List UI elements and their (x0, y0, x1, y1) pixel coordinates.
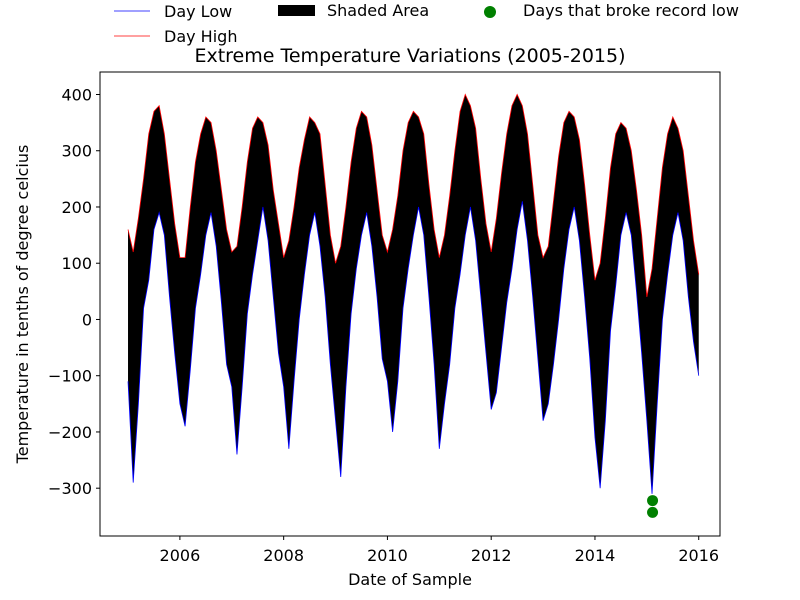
x-tick-label: 2016 (678, 546, 719, 565)
legend-swatch-shaded-area (278, 5, 315, 16)
legend-label-day-high: Day High (164, 27, 237, 46)
day-high-line (127, 93, 700, 298)
y-tick-label: −300 (48, 479, 92, 498)
y-tick-label: −200 (48, 423, 92, 442)
y-tick-label: 200 (61, 198, 92, 217)
y-tick-label: 400 (61, 85, 92, 104)
record-low-point (647, 506, 659, 518)
y-axis: −300 −200 −100 0 100 200 300 400 (48, 85, 100, 498)
plot-area (127, 93, 700, 518)
x-tick-label: 2014 (575, 546, 616, 565)
legend-label-shaded-area: Shaded Area (327, 1, 429, 20)
y-tick-label: 300 (61, 142, 92, 161)
legend-label-day-low: Day Low (164, 2, 232, 21)
x-tick-label: 2008 (263, 546, 304, 565)
y-tick-label: 0 (82, 310, 92, 329)
y-tick-label: 100 (61, 254, 92, 273)
y-tick-label: −100 (48, 367, 92, 386)
axes-frame (99, 71, 721, 537)
chart-title: Extreme Temperature Variations (2005-201… (194, 45, 625, 67)
legend-label-record-low: Days that broke record low (523, 1, 739, 20)
x-tick-label: 2012 (471, 546, 512, 565)
legend-swatch-record-low (484, 6, 496, 18)
y-axis-label: Temperature in tenths of degree celcius (13, 145, 32, 465)
x-tick-label: 2010 (367, 546, 408, 565)
x-axis: 2006 2008 2010 2012 2014 2016 (160, 536, 719, 565)
shaded-area (128, 94, 699, 494)
day-low-line (127, 201, 700, 494)
x-axis-label: Date of Sample (348, 570, 472, 589)
legend: Day Low Day High Shaded Area Days that b… (114, 1, 739, 46)
record-low-point (647, 495, 659, 507)
x-tick-label: 2006 (160, 546, 201, 565)
